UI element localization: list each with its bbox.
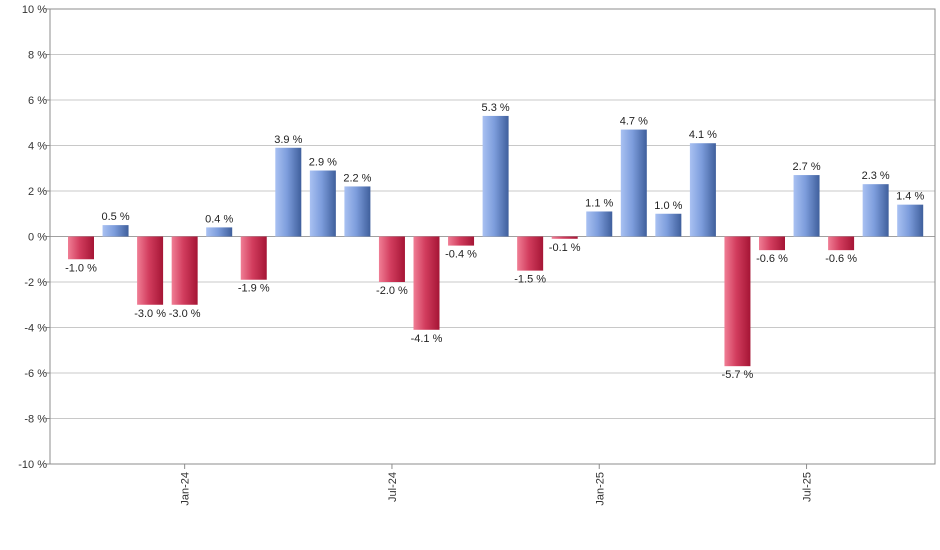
bar xyxy=(137,236,164,305)
bar xyxy=(862,184,889,237)
data-label: -0.1 % xyxy=(549,242,581,254)
data-label: 2.7 % xyxy=(792,161,820,173)
data-label: -4.1 % xyxy=(411,333,443,345)
data-label: 2.2 % xyxy=(343,172,371,184)
bar xyxy=(517,236,544,271)
data-label: -1.5 % xyxy=(514,274,546,286)
y-tick-label: -4 % xyxy=(24,323,47,335)
bar xyxy=(724,236,751,367)
data-label: -5.7 % xyxy=(722,369,754,381)
data-label: 1.1 % xyxy=(585,197,613,209)
x-tick-label: Jan-25 xyxy=(594,472,606,506)
plot-frame xyxy=(49,8,936,465)
y-tick-label: -6 % xyxy=(24,368,47,380)
y-tick-label: -2 % xyxy=(24,277,47,289)
y-tick-label: 4 % xyxy=(28,141,47,153)
data-label: -1.0 % xyxy=(65,262,97,274)
x-axis-ticks: Jan-24 Jul-24 Jan-25 Jul-25 xyxy=(180,464,814,506)
bar xyxy=(759,236,785,251)
data-label: -0.4 % xyxy=(445,249,477,261)
bar xyxy=(793,175,820,237)
bar xyxy=(378,236,405,282)
data-label: 1.4 % xyxy=(896,191,924,203)
bar xyxy=(620,129,647,237)
data-label: 5.3 % xyxy=(482,102,510,114)
bar xyxy=(68,236,94,260)
bar xyxy=(828,236,855,251)
y-tick-label: 8 % xyxy=(28,50,47,62)
y-tick-label: 0 % xyxy=(28,232,47,244)
bar xyxy=(309,170,336,237)
data-label: 0.5 % xyxy=(101,211,129,223)
data-label: 4.1 % xyxy=(689,129,717,141)
data-label: -3.0 % xyxy=(134,308,166,320)
data-label: 4.7 % xyxy=(620,116,648,128)
bar xyxy=(171,236,198,305)
data-labels: -1.0 % 0.5 % -3.0 % -3.0 % 0.4 % -1.9 % 3.9 % 2… xyxy=(65,102,924,381)
bar xyxy=(551,236,578,239)
data-label: -3.0 % xyxy=(169,308,201,320)
data-label: 3.9 % xyxy=(274,134,302,146)
bar xyxy=(240,236,267,280)
data-label: 2.9 % xyxy=(309,157,337,169)
bar xyxy=(206,227,233,237)
y-tick-label: 2 % xyxy=(28,186,47,198)
bar xyxy=(413,236,440,330)
data-label: 0.4 % xyxy=(205,213,233,225)
data-label: 1.0 % xyxy=(654,200,682,212)
x-tick-label: Jul-24 xyxy=(387,472,399,502)
data-label: -0.6 % xyxy=(756,253,788,265)
bar xyxy=(586,211,613,237)
x-tick-label: Jan-24 xyxy=(180,472,192,506)
bar xyxy=(897,204,924,237)
data-label: -0.6 % xyxy=(825,253,857,265)
y-axis-ticks: 10 % 8 % 6 % 4 % 2 % 0 % -2 % -4 % -6 % -8 % -10 % xyxy=(18,4,50,471)
y-tick-label: 10 % xyxy=(22,4,47,16)
bar xyxy=(344,186,371,237)
data-label: 2.3 % xyxy=(862,170,890,182)
bar xyxy=(448,236,475,246)
x-tick-label: Jul-25 xyxy=(802,472,814,502)
y-tick-label: -8 % xyxy=(24,414,47,426)
bar xyxy=(689,143,716,237)
bar xyxy=(275,147,302,237)
data-label: -1.9 % xyxy=(238,283,270,295)
bar xyxy=(655,213,682,237)
bar xyxy=(482,115,509,237)
y-tick-label: 6 % xyxy=(28,95,47,107)
bars xyxy=(68,115,924,367)
bar xyxy=(102,225,129,237)
y-tick-label: -10 % xyxy=(18,459,47,471)
data-label: -2.0 % xyxy=(376,285,408,297)
